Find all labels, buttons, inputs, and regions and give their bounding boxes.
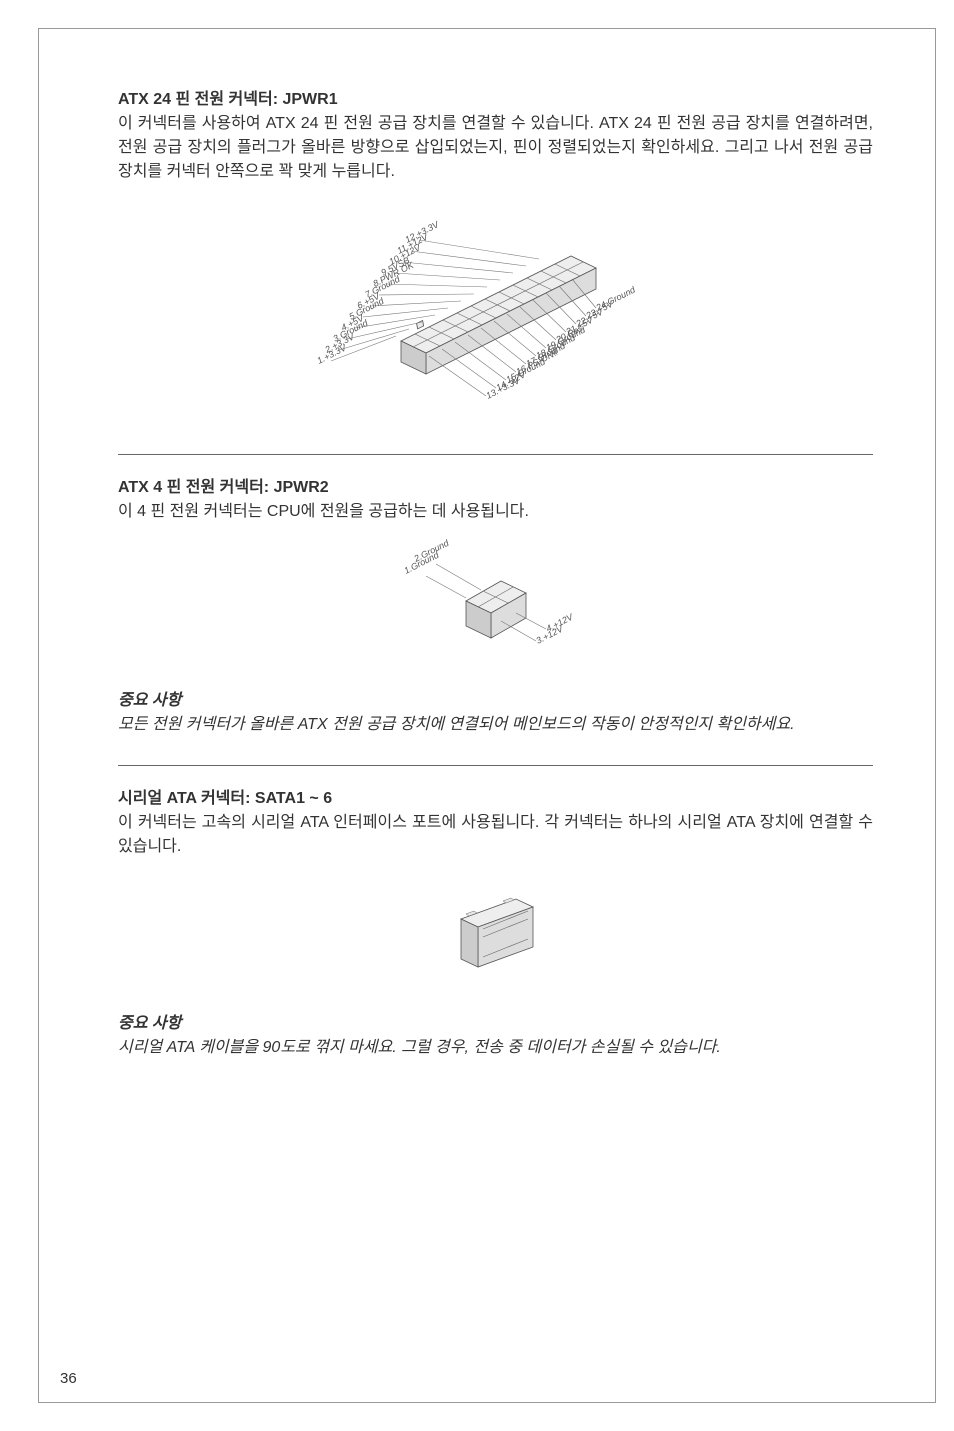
section1-body: 이 커넥터를 사용하여 ATX 24 핀 전원 공급 장치를 연결할 수 있습니… [118,112,873,184]
sata-connector-diagram [436,889,556,979]
section2-title: ATX 4 핀 전원 커넥터: JPWR2 [118,473,873,497]
important2-label: 중요 사항 [118,1009,873,1033]
atx4-connector-diagram: 1.Ground 2.Ground 3.+12V 4.+12V [396,536,596,666]
section-divider [118,454,873,455]
page-number: 36 [60,1370,77,1387]
section-divider [118,765,873,766]
atx4-diagram-container: 1.Ground 2.Ground 3.+12V 4.+12V [118,536,873,666]
atx24-connector-diagram: 1.+3.3V 2.+3.3V 3.Ground 4.+5V 5.Ground … [281,196,711,426]
important1-text: 모든 전원 커넥터가 올바른 ATX 전원 공급 장치에 연결되어 메인보드의 … [118,713,873,737]
section3-body: 이 커넥터는 고속의 시리얼 ATA 인터페이스 포트에 사용됩니다. 각 커넥… [118,811,873,859]
important1-label: 중요 사항 [118,686,873,710]
page-content: ATX 24 핀 전원 커넥터: JPWR1 이 커넥터를 사용하여 ATX 2… [118,85,873,1060]
section1-title: ATX 24 핀 전원 커넥터: JPWR1 [118,85,873,109]
section3-title: 시리얼 ATA 커넥터: SATA1 ~ 6 [118,784,873,808]
atx24-diagram-container: 1.+3.3V 2.+3.3V 3.Ground 4.+5V 5.Ground … [118,196,873,426]
pin-label: 24.Ground [593,284,637,313]
sata-diagram-container [118,889,873,979]
important2-text: 시리얼 ATA 케이블을 90도로 꺾지 마세요. 그럴 경우, 전송 중 데이… [118,1036,873,1060]
section2-body: 이 4 핀 전원 커넥터는 CPU에 전원을 공급하는 데 사용됩니다. [118,500,873,524]
